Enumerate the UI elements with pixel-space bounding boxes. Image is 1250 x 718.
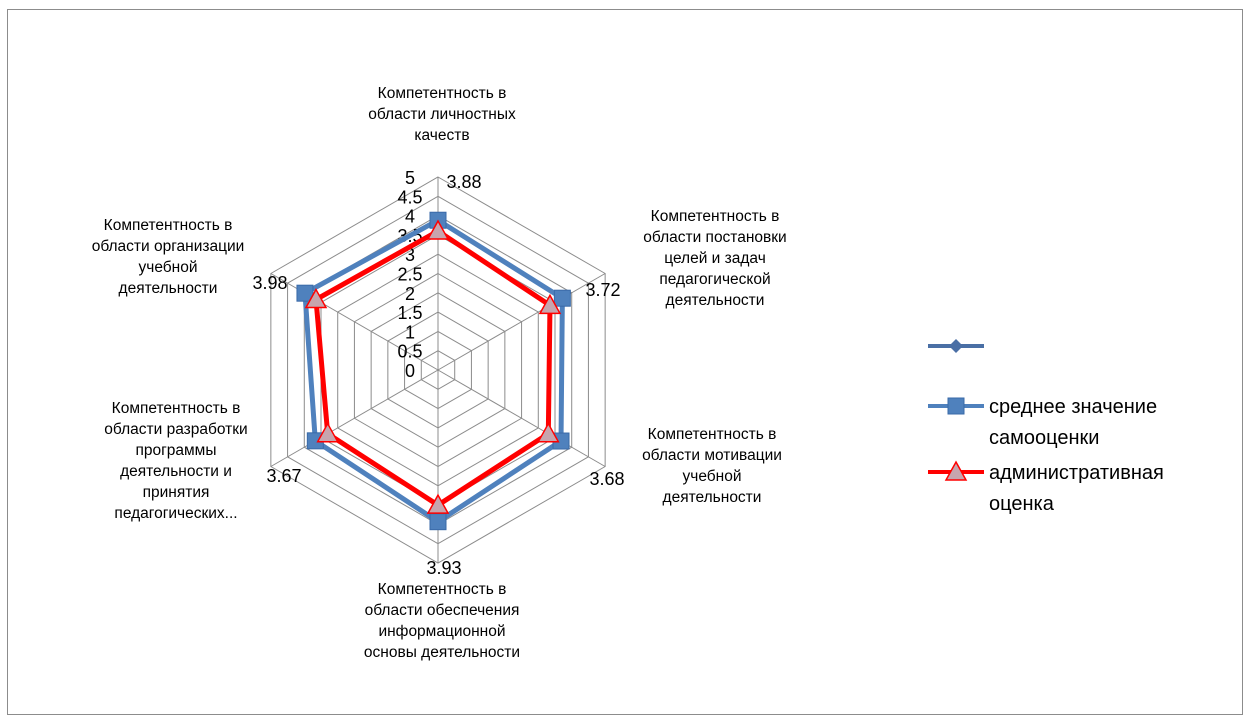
category-label: Компетентность в области постановки целей … — [643, 208, 786, 309]
data-point — [426, 493, 450, 514]
grid-spoke — [270, 369, 439, 467]
category-label-line: педагогической — [659, 271, 770, 288]
data-point — [538, 293, 562, 315]
category-label-line: Компетентность в — [112, 400, 241, 417]
legend-label-line: оценка — [989, 493, 1055, 515]
category-labels: Компетентность в области личностных качест… — [92, 85, 787, 661]
category-label-line: принятия — [143, 484, 210, 501]
tick-label: 4 — [405, 207, 415, 227]
category-label-line: деятельности — [666, 292, 765, 309]
tick-label: 1 — [405, 322, 415, 342]
legend-label-line: самооценки — [989, 427, 1099, 449]
legend-marker — [947, 397, 965, 415]
category-label-line: Компетентность в — [378, 581, 507, 598]
category-label-line: области разработки — [104, 421, 247, 438]
series-2 — [304, 219, 562, 514]
tick-label: 3 — [405, 245, 415, 265]
category-label: Компетентность в области разработки програ… — [104, 400, 247, 522]
data-point — [296, 284, 314, 302]
data-point — [304, 288, 328, 309]
legend-item: среднее значение самооценки — [928, 396, 1157, 449]
category-label-line: Компетентность в — [648, 426, 777, 443]
category-label-line: качеств — [414, 127, 469, 144]
data-point — [553, 289, 571, 307]
data-point — [426, 219, 450, 240]
grid-spoke — [437, 273, 606, 371]
category-label: Компетентность в области личностных качест… — [368, 85, 516, 144]
category-label-line: области личностных — [368, 106, 516, 123]
legend: среднее значение самооценки административн… — [928, 339, 1164, 515]
category-label-line: Компетентность в — [378, 85, 507, 102]
category-label: Компетентность в области обеспечения инфор… — [364, 581, 520, 661]
tick-label: 0.5 — [397, 342, 422, 362]
data-label: 3.67 — [266, 466, 301, 486]
category-label-line: информационной — [378, 623, 505, 640]
legend-marker — [949, 339, 963, 353]
category-label-line: Компетентность в — [651, 208, 780, 225]
chart-area: 0 0.5 1 1.5 2 2.5 3 3.5 4 4.5 5 3.88 3.72 3.68 3.93 3.6… — [7, 9, 1243, 715]
legend-label-line: среднее значение — [989, 396, 1157, 418]
legend-item: административная оценка — [928, 460, 1164, 515]
legend-item — [928, 339, 984, 353]
data-label: 3.88 — [446, 172, 481, 192]
category-label-line: деятельности и — [120, 463, 232, 480]
tick-label: 4.5 — [397, 187, 422, 207]
category-label: Компетентность в области мотивации учебной… — [642, 426, 782, 506]
data-point — [537, 422, 560, 443]
data-label: 3.98 — [252, 273, 287, 293]
category-label-line: учебной — [139, 259, 198, 276]
tick-labels: 00.511.522.533.544.55 — [397, 168, 422, 381]
grid-spoke — [437, 369, 606, 467]
category-label-line: области постановки — [643, 229, 786, 246]
legend-marker — [944, 460, 968, 481]
category-label-line: области мотивации — [642, 447, 782, 464]
data-label: 3.72 — [585, 280, 620, 300]
tick-label: 0 — [405, 361, 415, 381]
data-point — [316, 422, 339, 443]
category-label-line: Компетентность в — [104, 217, 233, 234]
legend-label: среднее значение самооценки — [989, 396, 1157, 449]
legend-label-line: административная — [989, 462, 1164, 484]
category-label-line: педагогических... — [114, 505, 237, 522]
tick-label: 5 — [405, 168, 415, 188]
data-label: 3.68 — [589, 469, 624, 489]
category-label-line: области обеспечения — [365, 602, 520, 619]
category-label: Компетентность в области организации учебн… — [92, 217, 245, 297]
category-label-line: деятельности — [663, 489, 762, 506]
category-label-line: учебной — [683, 468, 742, 485]
category-label-line: области организации — [92, 238, 245, 255]
radar-grid — [270, 176, 606, 564]
radar-chart: 00.511.522.533.544.55 3.883.723.683.933.6… — [92, 85, 1164, 661]
category-label-line: целей и задач — [664, 250, 766, 267]
category-label-line: деятельности — [119, 280, 218, 297]
data-labels: 3.88 3.72 3.68 3.93 3.67 3.98 — [252, 172, 624, 578]
data-label: 3.93 — [426, 558, 461, 578]
category-label-line: программы — [136, 442, 217, 459]
series-1 — [296, 211, 571, 531]
tick-label: 1.5 — [397, 303, 422, 323]
legend-label: административная оценка — [989, 462, 1164, 515]
tick-label: 2 — [405, 284, 415, 304]
data-point — [429, 513, 447, 531]
tick-label: 2.5 — [397, 265, 422, 285]
category-label-line: основы деятельности — [364, 644, 520, 661]
